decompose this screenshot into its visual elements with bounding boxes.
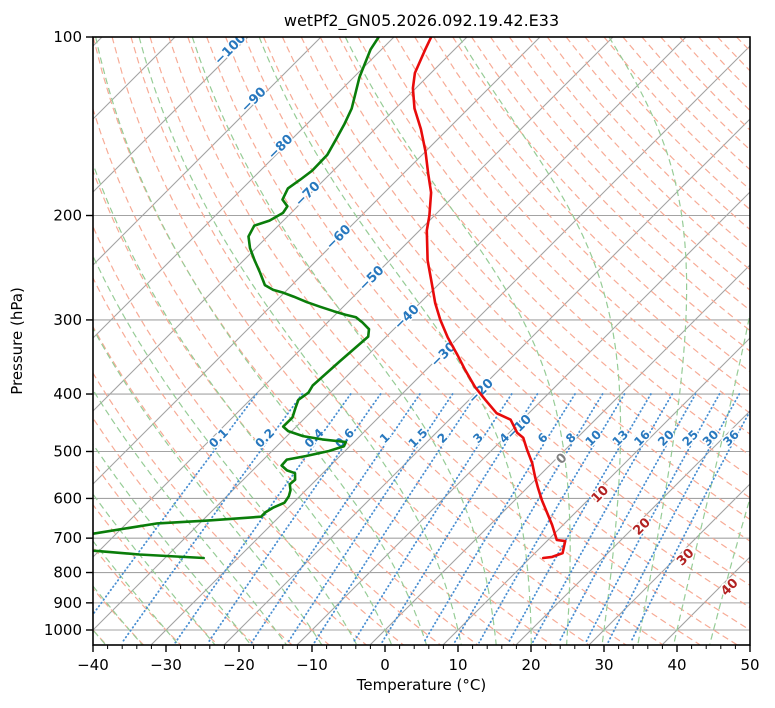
isotherm-label: 0 bbox=[553, 451, 570, 468]
mixing-ratio-label: 1 bbox=[377, 430, 393, 446]
mixing-ratio-label: 0.2 bbox=[252, 426, 277, 451]
isotherm-label: −70 bbox=[292, 179, 323, 210]
x-axis-minor-ticks bbox=[107, 645, 736, 649]
mixing-ratio-label: 30 bbox=[700, 427, 722, 449]
dry-adiabat-lines bbox=[93, 37, 750, 645]
x-tick-label: 0 bbox=[380, 656, 390, 674]
isotherm-label: −30 bbox=[428, 339, 459, 370]
mixing-ratio-label: 36 bbox=[720, 427, 742, 449]
x-tick-label: 20 bbox=[521, 656, 540, 674]
isotherm-label: −90 bbox=[238, 85, 269, 116]
temperature-line bbox=[411, 37, 567, 560]
mixing-ratio-label: 20 bbox=[655, 427, 677, 449]
x-tick-label: −30 bbox=[150, 656, 182, 674]
x-tick-label: 30 bbox=[594, 656, 613, 674]
y-tick-label: 300 bbox=[53, 311, 82, 329]
y-tick-label: 600 bbox=[53, 489, 82, 507]
dewpoint-line bbox=[93, 37, 380, 560]
mixing-ratio-label: 2 bbox=[435, 430, 451, 446]
x-tick-label: −20 bbox=[223, 656, 255, 674]
isotherm-label: 40 bbox=[718, 576, 741, 599]
x-tick-label: 10 bbox=[448, 656, 467, 674]
x-axis-ticks: −40 −30 −20 −10 0 10 20 30 40 50 bbox=[77, 645, 760, 674]
x-tick-label: −40 bbox=[77, 656, 109, 674]
axes bbox=[92, 36, 751, 646]
y-tick-label: 200 bbox=[53, 207, 82, 225]
mixing-ratio-label: 25 bbox=[679, 427, 701, 449]
y-tick-label: 700 bbox=[53, 529, 82, 547]
moist-adiabat-lines bbox=[93, 37, 750, 645]
chart-title: wetPf2_GN05.2026.092.19.42.E33 bbox=[283, 11, 560, 30]
isotherm-label: 20 bbox=[630, 515, 653, 538]
pressure-gridlines bbox=[93, 37, 750, 631]
mixing-ratio-label: 0.1 bbox=[206, 426, 231, 451]
x-tick-label: 50 bbox=[740, 656, 759, 674]
mixing-ratio-label: 8 bbox=[563, 430, 579, 446]
y-axis-ticks: 100 200 300 400 500 600 700 800 900 1000 bbox=[44, 28, 93, 639]
y-tick-label: 900 bbox=[53, 594, 82, 612]
y-tick-label: 800 bbox=[53, 564, 82, 582]
mixing-ratio-label: 1.5 bbox=[406, 426, 431, 451]
y-axis-label: Pressure (hPa) bbox=[8, 287, 26, 395]
x-tick-label: −10 bbox=[296, 656, 328, 674]
y-tick-label: 1000 bbox=[44, 621, 82, 639]
mixing-ratio-label: 6 bbox=[535, 430, 551, 446]
mixing-ratio-label: 16 bbox=[631, 427, 653, 449]
isotherm-label: 10 bbox=[589, 483, 612, 506]
isotherm-label: −40 bbox=[392, 302, 423, 333]
plot-area: −100−90−80−70−60−50−40−30−20−10010203040… bbox=[93, 37, 750, 645]
y-tick-label: 500 bbox=[53, 442, 82, 460]
x-axis-label: Temperature (°C) bbox=[356, 676, 487, 694]
x-tick-label: 40 bbox=[667, 656, 686, 674]
mixing-ratio-label: 10 bbox=[582, 427, 604, 449]
y-tick-label: 100 bbox=[53, 28, 82, 46]
y-tick-label: 400 bbox=[53, 385, 82, 403]
isotherm-lines bbox=[93, 37, 750, 645]
